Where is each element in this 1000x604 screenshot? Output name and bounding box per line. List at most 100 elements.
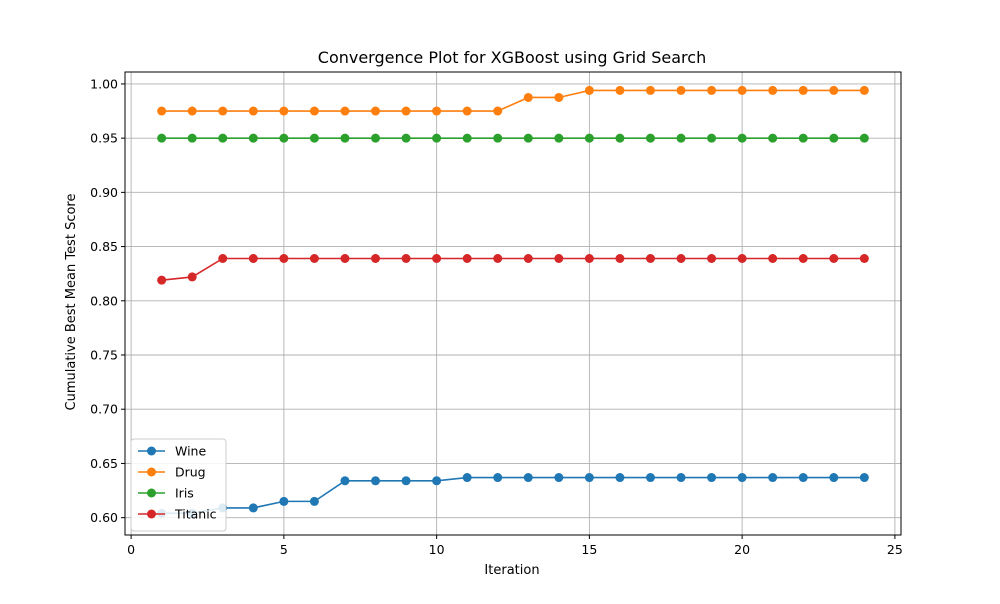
data-point-wine [309, 496, 319, 506]
data-point-iris [676, 133, 686, 143]
data-point-iris [829, 133, 839, 143]
legend-box [130, 438, 227, 532]
data-point-iris [615, 133, 625, 143]
data-point-titanic [554, 254, 564, 264]
data-point-drug [309, 106, 319, 116]
legend-label-wine: Wine [175, 444, 206, 459]
data-point-drug [462, 106, 472, 116]
data-point-titanic [371, 254, 381, 264]
chart-title: Convergence Plot for XGBoost using Grid … [318, 48, 706, 67]
plot-area [124, 71, 902, 536]
data-point-drug [829, 85, 839, 95]
legend-item-iris: Iris [138, 486, 194, 501]
legend-marker-iris [147, 488, 156, 498]
data-point-titanic [707, 254, 717, 264]
data-point-drug [340, 106, 350, 116]
y-tick-label: 0.75 [90, 348, 118, 363]
y-tick-label: 0.90 [90, 185, 118, 200]
data-point-drug [523, 92, 533, 102]
data-point-titanic [798, 254, 808, 264]
series-titanic [157, 254, 869, 285]
plot-frame [124, 71, 902, 536]
data-point-wine [768, 473, 778, 483]
series-line-wine [161, 476, 865, 515]
data-point-iris [798, 133, 808, 143]
plot-background [125, 72, 901, 535]
data-point-iris [157, 133, 167, 143]
data-point-iris [340, 133, 350, 143]
data-point-wine [432, 476, 442, 486]
y-tick-label: 1.00 [90, 76, 118, 91]
data-point-titanic [493, 254, 503, 264]
data-point-drug [768, 85, 778, 95]
data-point-iris [248, 133, 258, 143]
data-point-drug [218, 106, 228, 116]
data-point-titanic [309, 254, 319, 264]
data-point-titanic [584, 254, 594, 264]
data-point-drug [645, 85, 655, 95]
x-tick-label: 20 [734, 542, 750, 557]
data-point-titanic [187, 272, 197, 282]
x-tick-label: 0 [127, 542, 135, 557]
y-axis: 0.60 0.65 0.70 0.75 0.80 0.85 0.90 0.95 1.00 [90, 76, 125, 525]
data-point-drug [737, 85, 747, 95]
series-line-titanic [161, 257, 865, 281]
legend-item-titanic: Titanic [138, 507, 217, 522]
data-point-wine [401, 476, 411, 486]
data-point-titanic [157, 275, 167, 285]
data-point-wine [707, 473, 717, 483]
data-point-drug [493, 106, 503, 116]
data-point-iris [768, 133, 778, 143]
data-point-titanic [340, 254, 350, 264]
x-tick-label: 5 [280, 542, 288, 557]
x-tick-label: 25 [887, 542, 903, 557]
data-point-titanic [218, 254, 228, 264]
data-point-titanic [768, 254, 778, 264]
data-point-wine [645, 473, 655, 483]
y-tick-label: 0.60 [90, 510, 118, 525]
legend-label-titanic: Titanic [174, 507, 217, 522]
data-point-iris [645, 133, 655, 143]
data-point-iris [707, 133, 717, 143]
data-point-iris [279, 133, 289, 143]
data-point-wine [859, 473, 869, 483]
data-point-iris [737, 133, 747, 143]
x-tick-label: 10 [429, 542, 445, 557]
data-point-titanic [462, 254, 472, 264]
data-point-wine [676, 473, 686, 483]
data-point-titanic [248, 254, 258, 264]
legend-label-drug: Drug [175, 465, 206, 480]
data-point-drug [859, 85, 869, 95]
data-point-drug [248, 106, 258, 116]
data-point-titanic [645, 254, 655, 264]
data-point-iris [462, 133, 472, 143]
data-point-wine [615, 473, 625, 483]
y-tick-label: 0.95 [90, 131, 118, 146]
data-point-iris [493, 133, 503, 143]
y-tick-label: 0.85 [90, 239, 118, 254]
legend-marker-wine [147, 446, 156, 456]
data-point-wine [798, 473, 808, 483]
data-point-wine [829, 473, 839, 483]
data-point-wine [279, 496, 289, 506]
data-point-wine [462, 473, 472, 483]
data-point-iris [401, 133, 411, 143]
data-point-wine [493, 473, 503, 483]
y-axis-label: Cumulative Best Mean Test Score [64, 194, 79, 411]
data-point-titanic [279, 254, 289, 264]
data-point-drug [157, 106, 167, 116]
series-line-drug [161, 89, 865, 112]
data-point-titanic [432, 254, 442, 264]
data-point-iris [218, 133, 228, 143]
data-point-titanic [859, 254, 869, 264]
data-point-iris [859, 133, 869, 143]
data-point-iris [432, 133, 442, 143]
data-point-titanic [401, 254, 411, 264]
y-tick-label: 0.65 [90, 456, 118, 471]
data-point-drug [584, 85, 594, 95]
data-point-iris [371, 133, 381, 143]
data-point-drug [798, 85, 808, 95]
x-axis-label: Iteration [484, 563, 539, 578]
data-point-drug [432, 106, 442, 116]
